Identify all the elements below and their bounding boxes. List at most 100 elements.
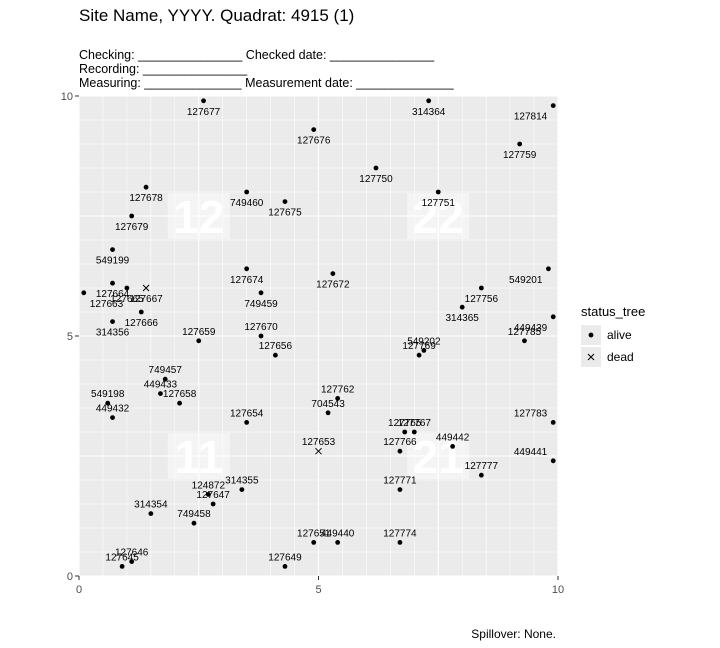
point-label: 127751 xyxy=(422,198,456,209)
point-label: 127759 xyxy=(503,150,537,161)
point-label: 127756 xyxy=(465,294,499,305)
point-alive xyxy=(258,333,264,339)
point-label: 127766 xyxy=(383,437,417,448)
point-alive xyxy=(325,410,331,416)
point-alive xyxy=(129,213,135,219)
point-label: 449439 xyxy=(514,323,548,334)
point-alive xyxy=(546,266,551,272)
point-alive xyxy=(258,290,264,296)
point-label: 314354 xyxy=(134,500,168,511)
point-label: 127667 xyxy=(129,294,163,305)
point-alive xyxy=(138,309,144,315)
legend-key-alive xyxy=(581,325,601,345)
axes: 0 5 10 0 5 10 xyxy=(61,91,564,596)
point-alive xyxy=(119,564,125,569)
point-label: 127647 xyxy=(196,490,230,501)
point-alive xyxy=(478,285,484,291)
point-label: 449442 xyxy=(436,432,470,443)
point-label: 127651 xyxy=(297,528,331,539)
point-alive xyxy=(196,338,202,344)
point-alive xyxy=(81,290,87,296)
subquadrat-label-bg xyxy=(167,193,230,239)
y-tick-label: 5 xyxy=(67,331,73,343)
point-alive xyxy=(191,520,197,526)
point-alive xyxy=(397,487,403,492)
point-alive xyxy=(550,103,556,108)
point-alive xyxy=(421,348,427,353)
data-points: 127677 127676 314364 127814 127759 127750 1277… xyxy=(81,98,556,569)
point-label: 127675 xyxy=(268,208,302,219)
point-alive xyxy=(450,444,456,449)
point-label: 127674 xyxy=(230,275,264,286)
point-label: 449432 xyxy=(96,404,130,415)
point-label: 127656 xyxy=(259,341,293,352)
point-alive xyxy=(282,564,288,569)
point-label: 127771 xyxy=(383,476,417,487)
legend-label-dead: dead xyxy=(607,350,634,364)
point-label: 124872 xyxy=(192,480,226,491)
point-label: 749457 xyxy=(149,365,183,376)
point-alive xyxy=(158,391,163,396)
point-label: 314365 xyxy=(446,313,480,324)
subquadrat-label-bg xyxy=(407,193,470,239)
point-label: 549202 xyxy=(407,336,441,347)
point-alive xyxy=(397,540,403,545)
legend-title: status_tree xyxy=(581,304,646,319)
point-alive xyxy=(517,141,523,147)
point-label: 127672 xyxy=(316,280,350,291)
page-title: Site Name, YYYY. Quadrat: 4915 (1) xyxy=(79,6,355,25)
point-alive xyxy=(330,271,336,276)
subquadrat-labels: 12 22 11 21 xyxy=(167,191,470,483)
point-alive xyxy=(550,314,556,320)
point-alive xyxy=(397,448,403,454)
point-label: 549198 xyxy=(91,389,125,400)
point-label: 127649 xyxy=(268,552,302,563)
y-tick-label: 10 xyxy=(61,91,73,103)
subquadrat-label: 22 xyxy=(413,191,464,243)
point-label: 127658 xyxy=(163,389,197,400)
point-label: 127777 xyxy=(465,461,499,472)
point-label: 549201 xyxy=(509,275,543,286)
legend-label-alive: alive xyxy=(607,328,632,342)
point-label: 127646 xyxy=(115,548,149,559)
point-alive xyxy=(110,280,115,286)
point-alive xyxy=(335,540,341,545)
point-alive xyxy=(239,487,245,492)
point-alive xyxy=(272,352,278,358)
point-label: 704543 xyxy=(311,399,345,410)
point-alive xyxy=(210,501,216,507)
point-alive xyxy=(177,400,182,406)
point-label: 127774 xyxy=(383,528,417,539)
point-label: 314364 xyxy=(412,107,446,118)
subquadrat-label: 11 xyxy=(174,431,223,483)
point-label: 127785 xyxy=(508,327,542,338)
point-alive xyxy=(522,338,527,344)
point-label: 127663 xyxy=(90,299,124,310)
point-alive xyxy=(244,189,250,195)
point-alive xyxy=(373,165,379,171)
point-label: 127750 xyxy=(359,174,393,185)
point-alive xyxy=(129,559,135,564)
point-alive xyxy=(124,285,130,291)
subquadrat-label-bg xyxy=(167,433,230,479)
point-label: 127762 xyxy=(321,384,355,395)
point-label: 749459 xyxy=(244,299,278,310)
point-alive xyxy=(105,400,111,406)
legend-item-alive: alive xyxy=(581,325,641,345)
point-label: 127769 xyxy=(402,341,436,352)
checking-line: Checking: _______________ Checked date: … xyxy=(79,48,435,62)
point-alive xyxy=(478,472,484,478)
spillover-caption: Spillover: None. xyxy=(471,627,556,641)
point-alive xyxy=(311,540,317,545)
point-label: 127664 xyxy=(96,289,130,300)
point-label: 749458 xyxy=(177,509,211,520)
point-label: 127767 xyxy=(398,418,432,429)
point-label: 127765 xyxy=(388,418,422,429)
point-label: 127678 xyxy=(129,193,163,204)
point-label: 127659 xyxy=(182,327,216,338)
y-tick-label: 0 xyxy=(67,571,73,583)
point-label: 449440 xyxy=(321,528,355,539)
point-label: 749460 xyxy=(230,198,264,209)
point-label: 127653 xyxy=(302,437,336,448)
